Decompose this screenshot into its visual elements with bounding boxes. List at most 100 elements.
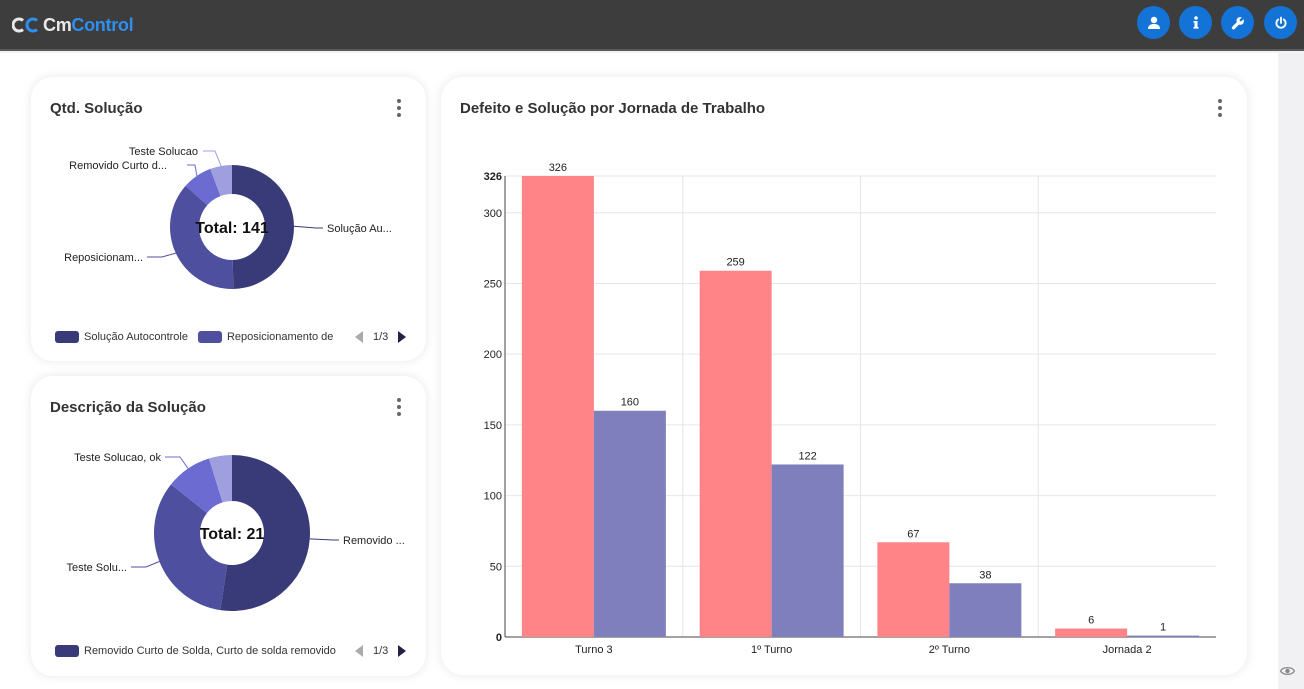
card-descricao-solucao: Descrição da Solução Removido ... Teste S… xyxy=(31,376,426,676)
donut-total-label: Total: 21 xyxy=(200,526,265,543)
bar[interactable] xyxy=(1055,628,1128,637)
card-menu-button[interactable] xyxy=(1217,99,1223,117)
bar-chart: 0 50 100 150 200 250 300 326 326 160 Turno 3 259 122… xyxy=(484,162,1216,656)
y-tick-label: 0 xyxy=(496,632,502,644)
legend-swatch xyxy=(55,645,79,657)
prev-page-icon[interactable] xyxy=(355,331,363,343)
info-button[interactable] xyxy=(1179,6,1212,39)
kebab-dot xyxy=(397,113,401,117)
card-title: Defeito e Solução por Jornada de Trabalh… xyxy=(460,100,766,117)
donut-slice[interactable] xyxy=(153,484,228,611)
prev-page-icon[interactable] xyxy=(355,645,363,657)
slice-label: Teste Solu... xyxy=(66,562,127,574)
app-logo[interactable]: CmControl xyxy=(12,13,134,37)
power-icon xyxy=(1275,16,1286,29)
slice-leader-line xyxy=(203,150,222,167)
card-qtd-solucao: Qtd. Solução Solução Au... Reposicionam..… xyxy=(31,77,426,361)
card-defeito-solucao: Defeito e Solução por Jornada de Trabalh… xyxy=(441,77,1247,675)
legend-pager: 1/3 xyxy=(355,331,407,343)
slice-label: Teste Solucao xyxy=(129,146,198,158)
bar-value-label: 1 xyxy=(1160,622,1166,634)
bar[interactable] xyxy=(593,410,666,637)
bar-value-label: 259 xyxy=(726,257,744,269)
card-title: Qtd. Solução xyxy=(50,100,143,117)
legend-item[interactable]: Solução Autocontrole xyxy=(55,331,188,343)
user-button[interactable] xyxy=(1137,6,1170,39)
donut-slice[interactable] xyxy=(210,165,232,197)
card-title: Descrição da Solução xyxy=(50,399,206,416)
slice-leader-line xyxy=(309,538,339,541)
bar[interactable] xyxy=(1127,635,1200,638)
eye-icon[interactable] xyxy=(1280,665,1295,677)
slice-leader-line xyxy=(187,164,198,176)
slice-label: Solução Au... xyxy=(327,223,392,235)
y-tick-label: 50 xyxy=(490,561,502,573)
y-tick-label: 150 xyxy=(484,420,502,432)
bar[interactable] xyxy=(877,542,950,637)
kebab-dot xyxy=(397,106,401,110)
info-icon xyxy=(1193,15,1198,29)
y-tick-label: 200 xyxy=(484,349,502,361)
donut-slice[interactable] xyxy=(171,458,223,514)
legend-item[interactable]: Removido Curto de Solda, Curto de solda … xyxy=(55,645,336,657)
slice-label: Reposicionam... xyxy=(64,252,143,264)
card-menu-button[interactable] xyxy=(396,99,402,117)
donut-chart: Removido ... Teste Solu... Teste Solucao, … xyxy=(66,452,405,611)
bar-value-label: 67 xyxy=(907,528,919,540)
y-tick-label: 326 xyxy=(484,171,502,183)
bar[interactable] xyxy=(521,176,594,637)
kebab-dot xyxy=(1218,113,1222,117)
legend-pager: 1/3 xyxy=(355,645,407,657)
donut-slice[interactable] xyxy=(170,185,234,289)
logo-control: Control xyxy=(71,15,134,35)
pager-text: 1/3 xyxy=(373,645,389,657)
next-page-icon[interactable] xyxy=(398,331,407,343)
bar-value-label: 38 xyxy=(979,569,991,581)
bar[interactable] xyxy=(949,583,1022,637)
wrench-icon xyxy=(1231,16,1244,29)
bar-value-label: 122 xyxy=(798,450,816,462)
kebab-dot xyxy=(397,412,401,416)
legend-swatch xyxy=(197,331,222,343)
chart-legend: Removido Curto de Solda, Curto de solda … xyxy=(55,645,355,657)
kebab-dot xyxy=(1218,99,1222,103)
y-tick-label: 100 xyxy=(484,491,502,503)
slice-leader-line xyxy=(131,561,160,568)
bar-value-label: 160 xyxy=(621,397,639,409)
legend-label: Solução Autocontrole xyxy=(84,331,188,343)
slice-leader-line xyxy=(165,456,189,469)
slice-leader-line xyxy=(293,225,323,229)
donut-slice[interactable] xyxy=(232,165,294,289)
x-tick-label: 2º Turno xyxy=(929,644,970,656)
legend-label: Removido Curto de Solda, Curto de solda … xyxy=(84,645,336,657)
x-tick-label: 1º Turno xyxy=(751,644,792,656)
donut-total-label: Total: 141 xyxy=(195,220,269,237)
user-icon xyxy=(1147,16,1160,29)
logo-text: CmControl xyxy=(43,13,134,37)
donut-slice[interactable] xyxy=(185,168,221,206)
y-tick-label: 300 xyxy=(484,208,502,220)
kebab-dot xyxy=(1218,106,1222,110)
bar[interactable] xyxy=(699,270,772,637)
x-tick-label: Jornada 2 xyxy=(1103,644,1152,656)
next-page-icon[interactable] xyxy=(398,645,407,657)
y-tick-label: 250 xyxy=(484,278,502,290)
bar[interactable] xyxy=(771,464,844,637)
legend-swatch xyxy=(55,331,79,343)
power-button[interactable] xyxy=(1264,6,1297,39)
slice-label: Teste Solucao, ok xyxy=(74,452,161,464)
slice-label: Removido Curto d... xyxy=(69,160,167,172)
pager-text: 1/3 xyxy=(373,331,389,343)
top-bar: CmControl xyxy=(0,0,1304,51)
x-tick-label: Turno 3 xyxy=(575,644,613,656)
donut-chart: Solução Au... Reposicionam... Removido Cur… xyxy=(64,146,392,289)
donut-slice[interactable] xyxy=(220,455,311,611)
tools-button[interactable] xyxy=(1221,6,1254,39)
legend-item[interactable]: Reposicionamento de xyxy=(197,331,334,343)
bar-value-label: 6 xyxy=(1088,615,1094,627)
card-menu-button[interactable] xyxy=(396,398,402,416)
legend-label: Reposicionamento de xyxy=(226,331,334,343)
donut-slice[interactable] xyxy=(209,455,232,503)
slice-leader-line xyxy=(147,252,176,258)
bar-value-label: 326 xyxy=(549,162,567,174)
